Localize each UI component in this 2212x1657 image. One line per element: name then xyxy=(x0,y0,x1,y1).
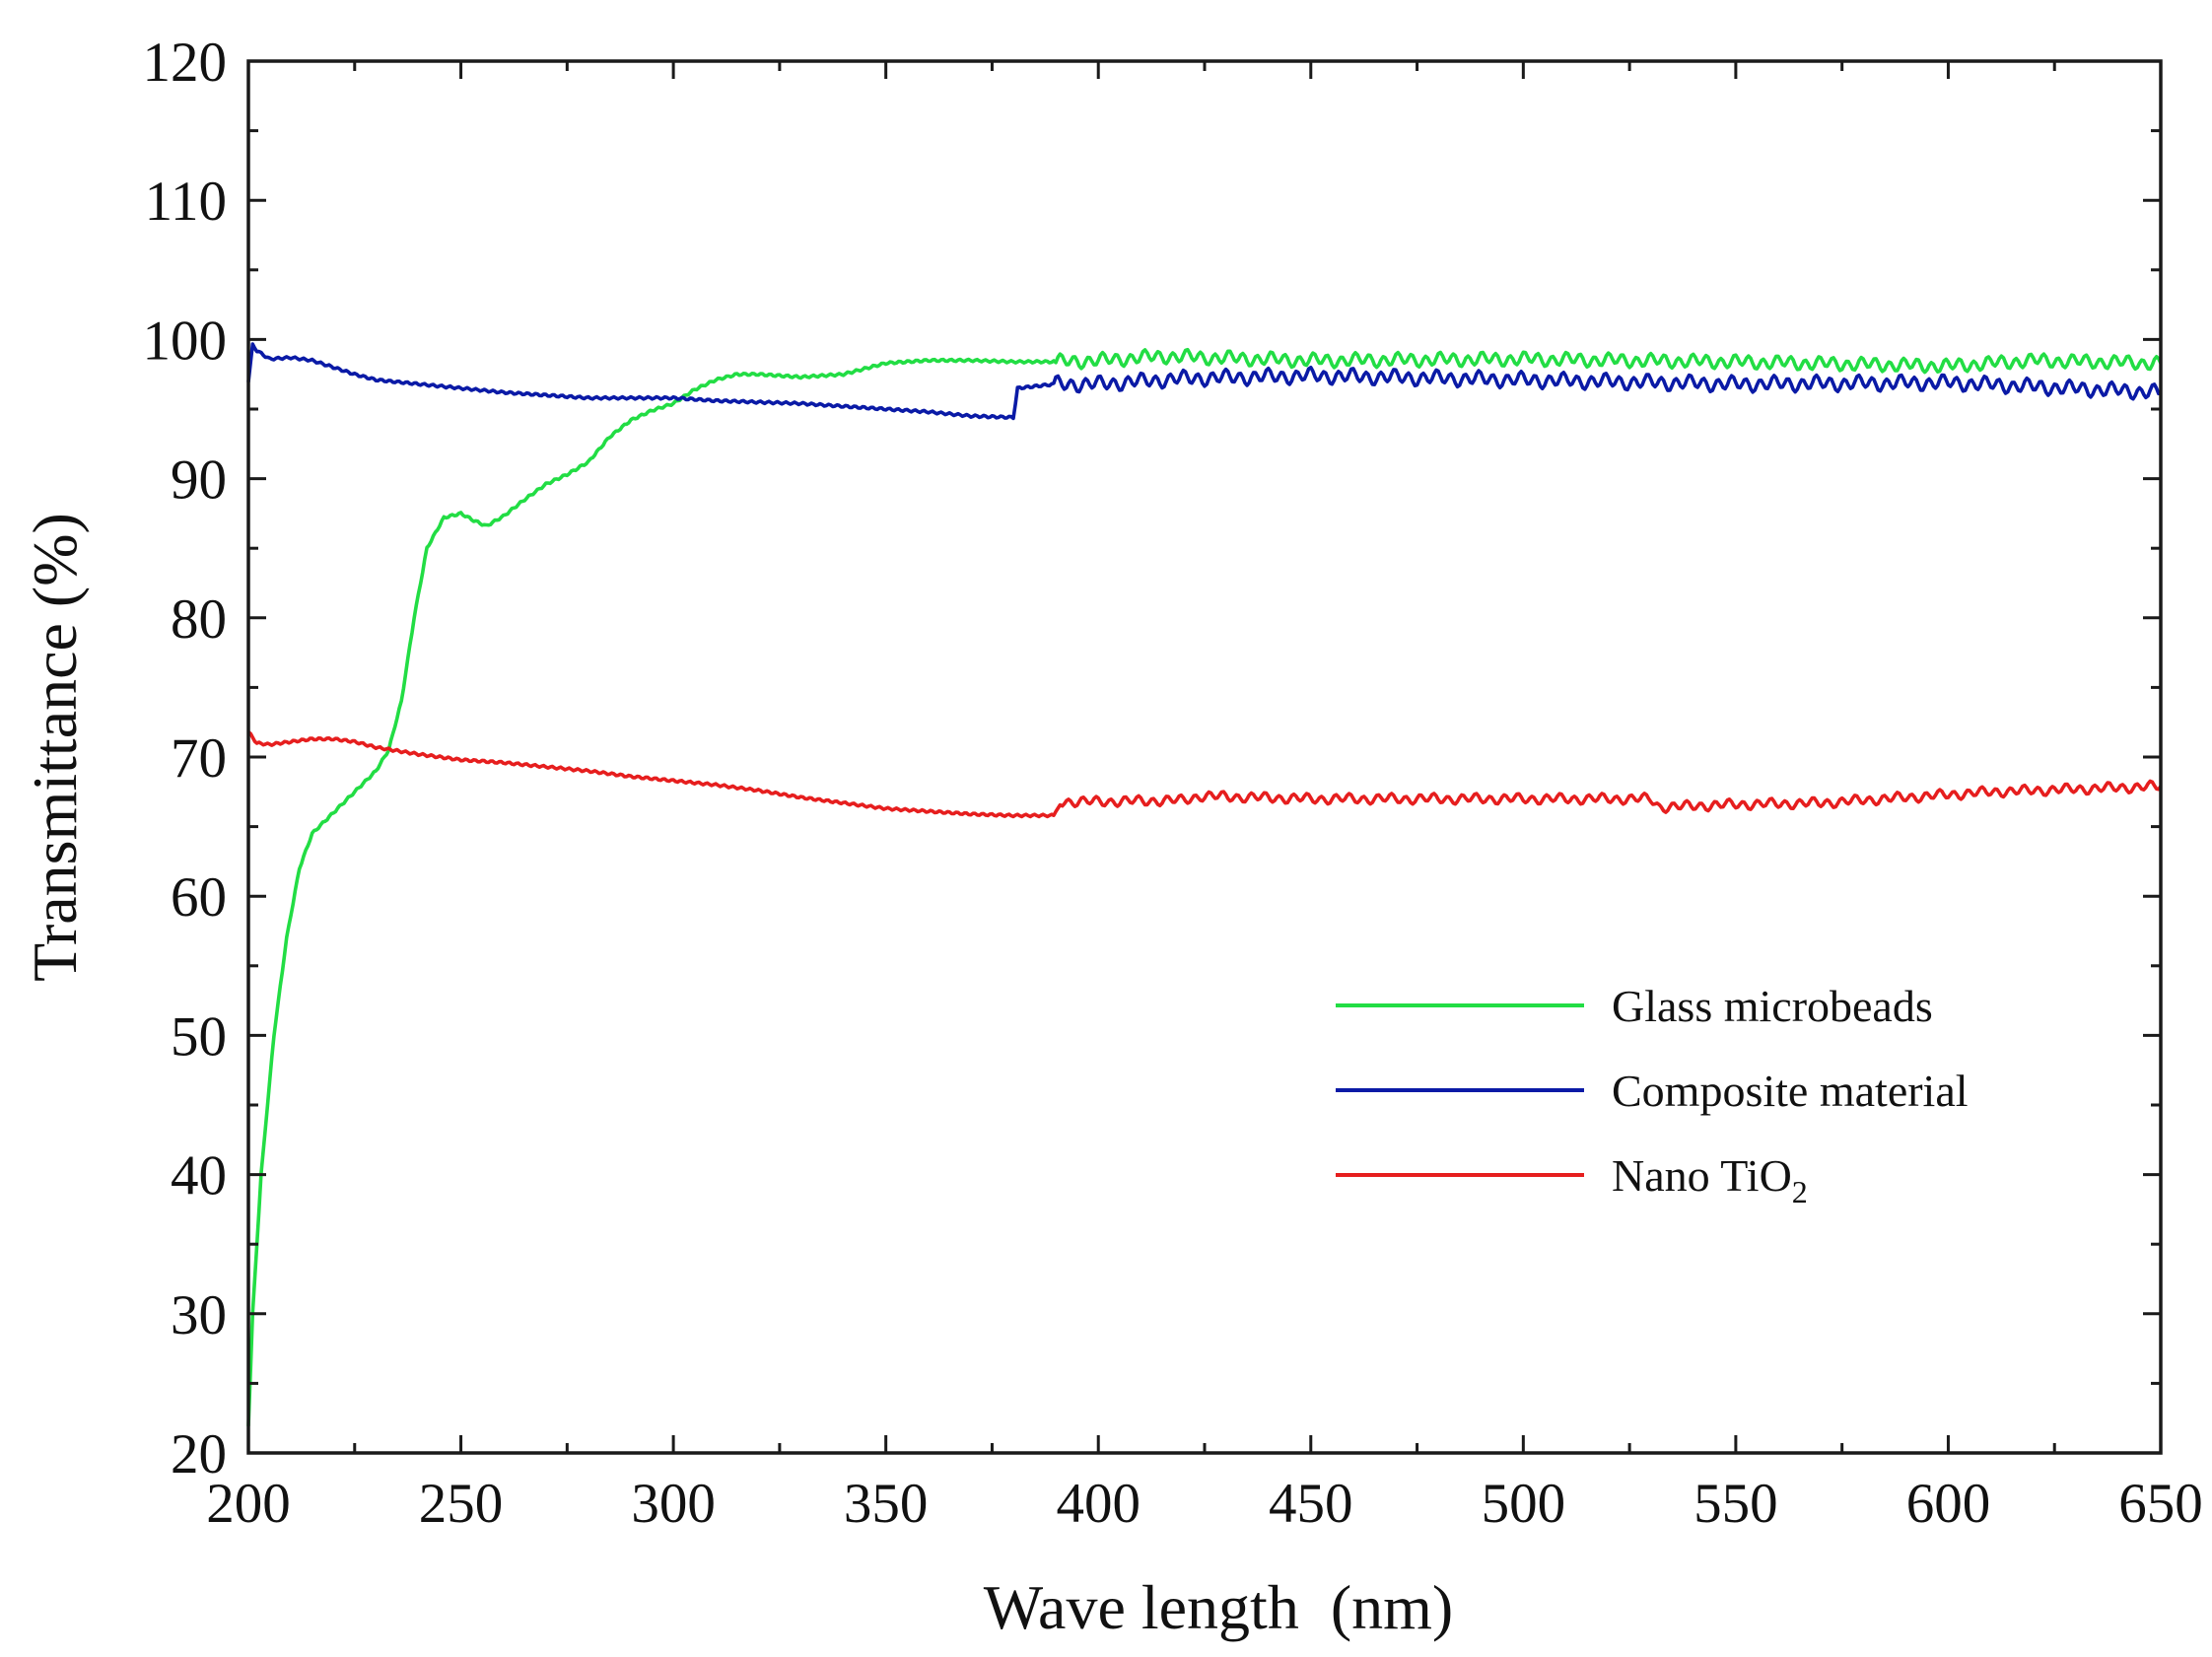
y-tick-label: 40 xyxy=(171,1145,227,1208)
x-tick-label: 600 xyxy=(1906,1473,1991,1535)
plot-frame xyxy=(246,59,2163,1455)
legend-label-nano-tio: Nano TiO2 xyxy=(1612,1150,1808,1209)
x-tick-label: 450 xyxy=(1269,1473,1353,1535)
x-axis-title: Wave length (nm) xyxy=(984,1572,1453,1642)
legend: Glass microbeads Composite material Nano T… xyxy=(1336,981,1969,1209)
x-tick-labels: 200 250 300 350 400 450 500 550 600 650 xyxy=(206,1473,2203,1535)
y-tick-label: 100 xyxy=(143,310,228,372)
x-tick-label: 550 xyxy=(1694,1473,1778,1535)
y-tick-label: 50 xyxy=(171,1005,227,1068)
legend-label-subscript: 2 xyxy=(1792,1174,1808,1209)
series-layer xyxy=(246,342,2163,1426)
legend-label-glass-microbeads: Glass microbeads xyxy=(1612,981,1933,1031)
x-tick-label: 200 xyxy=(206,1473,291,1535)
y-tick-label: 80 xyxy=(171,588,227,651)
x-tick-label: 250 xyxy=(419,1473,504,1535)
x-tick-label: 400 xyxy=(1056,1473,1141,1535)
series-line-composite-material xyxy=(246,342,2162,421)
y-tick-label: 30 xyxy=(171,1284,227,1346)
y-tick-label: 60 xyxy=(171,866,227,929)
series-line-nano-tio xyxy=(246,730,2163,819)
series-line-glass-microbeads xyxy=(246,347,2163,1426)
y-tick-label: 90 xyxy=(171,449,227,512)
y-tick-label: 70 xyxy=(171,727,227,790)
x-tick-label: 350 xyxy=(844,1473,929,1535)
legend-label-composite-material: Composite material xyxy=(1612,1066,1969,1116)
x-tick-label: 650 xyxy=(2118,1473,2203,1535)
y-tick-label: 120 xyxy=(143,32,228,94)
y-tick-label: 110 xyxy=(145,171,227,233)
y-tick-label: 20 xyxy=(171,1423,227,1485)
y-axis-title: Transmittance (%) xyxy=(20,513,90,982)
x-tick-label: 500 xyxy=(1482,1473,1566,1535)
y-tick-labels: 20 30 40 50 60 70 80 90 100 110 120 xyxy=(143,32,228,1485)
x-tick-label: 300 xyxy=(631,1473,716,1535)
